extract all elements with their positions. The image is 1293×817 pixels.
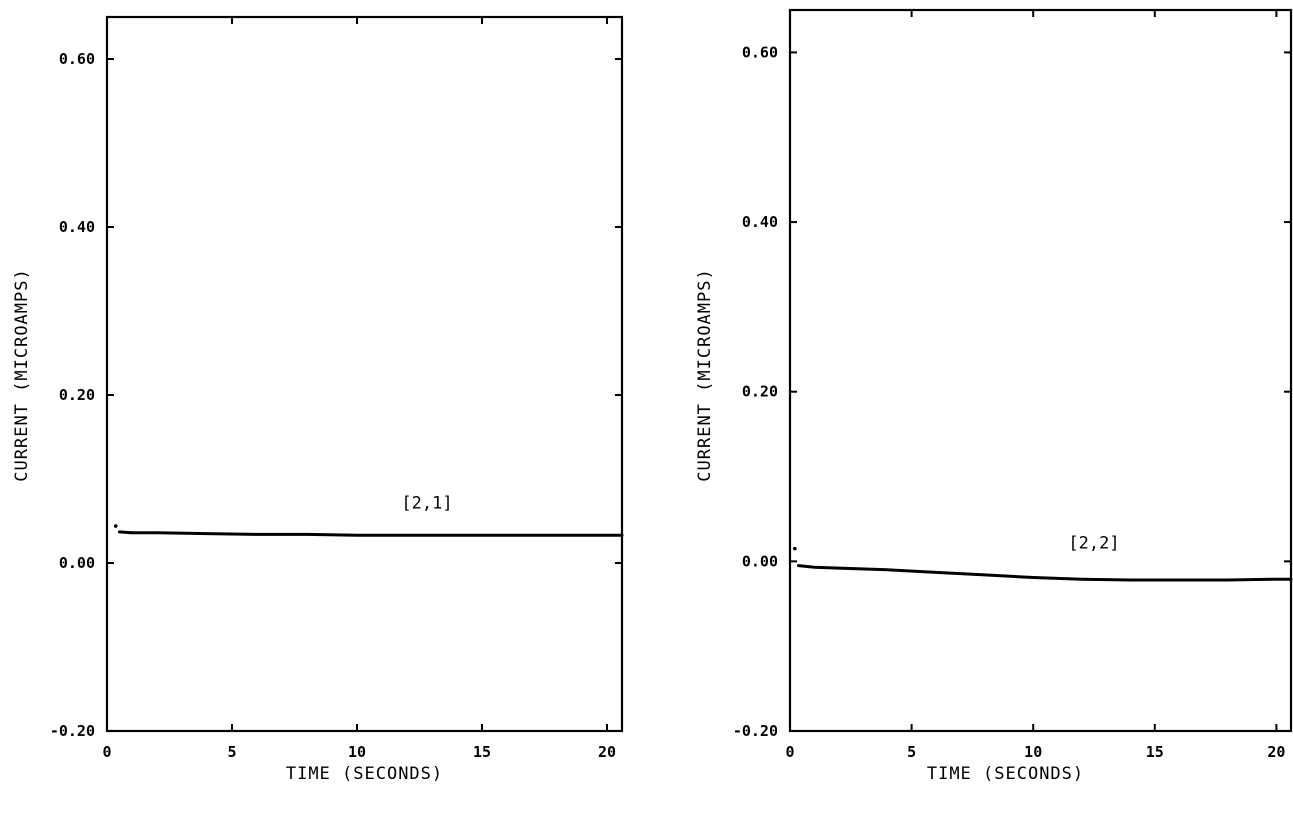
y-tick-label: -0.20 — [733, 722, 778, 740]
x-tick-label: 0 — [785, 743, 794, 761]
y-tick-label: 0.60 — [742, 43, 778, 61]
x-tick-label: 5 — [907, 743, 916, 761]
series-start-point — [793, 546, 797, 551]
x-axis-title: TIME (SECONDS) — [927, 764, 1084, 784]
x-tick-label: 15 — [1146, 743, 1164, 761]
x-tick-label: 0 — [102, 743, 111, 761]
x-tick-label: 20 — [598, 743, 616, 761]
y-tick-label: 0.60 — [59, 50, 95, 68]
x-tick-label: 5 — [227, 743, 236, 761]
y-tick-label: 0.20 — [742, 383, 778, 401]
x-tick-label: 15 — [473, 743, 491, 761]
y-tick-label: 0.20 — [59, 386, 95, 404]
plot-frame — [788, 8, 1293, 733]
y-tick-label: 0.40 — [59, 218, 95, 236]
y-tick-label: 0.40 — [742, 213, 778, 231]
x-axis-title: TIME (SECONDS) — [286, 764, 443, 784]
curve-annotation: [2,2] — [1068, 534, 1119, 554]
y-axis-title: CURRENT (MICROAMPS) — [695, 268, 715, 481]
chart-panel-right: -0.20 0.00 0.20 0.40 0.60 0 5 10 15 20 TIME (SECON… — [695, 8, 1293, 784]
plot-frame — [105, 15, 624, 733]
series-line-0 — [118, 530, 624, 537]
series-start-point — [113, 524, 118, 528]
y-tick-label: -0.20 — [50, 722, 95, 740]
curve-annotation: [2,1] — [401, 493, 452, 513]
x-tick-label: 20 — [1267, 743, 1285, 761]
chart-panel-left: -0.20 0.00 0.20 0.40 0.60 0 5 10 15 20 TIME (SECON… — [12, 15, 624, 784]
x-tick-label: 10 — [348, 743, 366, 761]
y-tick-label: 0.00 — [742, 552, 778, 570]
y-tick-label: 0.00 — [59, 554, 95, 572]
y-axis-title: CURRENT (MICROAMPS) — [12, 268, 32, 481]
x-tick-label: 10 — [1024, 743, 1042, 761]
series-line-0 — [797, 564, 1293, 582]
